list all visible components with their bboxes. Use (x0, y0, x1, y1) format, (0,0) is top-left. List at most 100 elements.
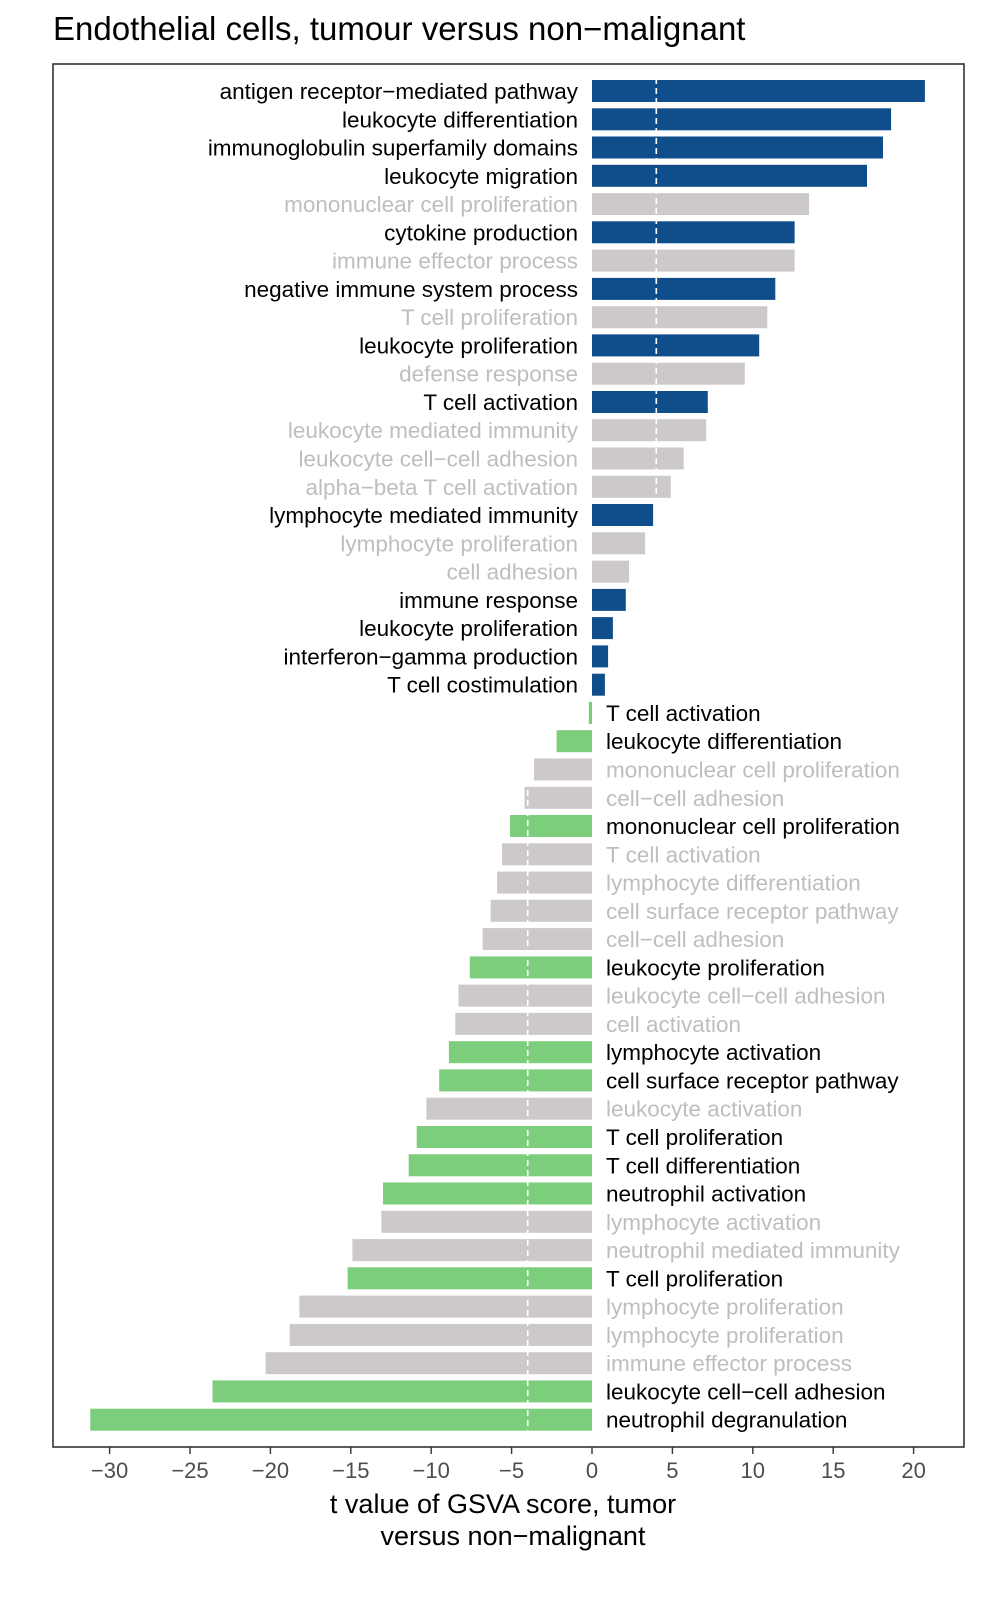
bar-label: T cell proliferation (401, 305, 578, 330)
plot-frame (52, 63, 965, 1448)
bar-label: cell activation (606, 1012, 741, 1037)
bar (592, 645, 609, 668)
bar-label: T cell activation (423, 390, 578, 415)
bar (265, 1352, 592, 1375)
bar-label: leukocyte activation (606, 1097, 802, 1122)
bar-label: mononuclear cell proliferation (606, 814, 900, 839)
bar (490, 899, 592, 922)
bar-label: leukocyte differentiation (342, 107, 578, 132)
bar (448, 1041, 592, 1064)
bar-label: immune response (399, 588, 578, 613)
bar-label: lymphocyte differentiation (606, 871, 861, 896)
bar (592, 475, 671, 498)
bar-label: cell adhesion (447, 560, 578, 585)
bar (497, 871, 592, 894)
bar (383, 1182, 592, 1205)
bar (592, 108, 892, 131)
bar-label: defense response (399, 362, 578, 387)
bar-label: lymphocyte proliferation (606, 1295, 844, 1320)
x-axis: −30 −25 −20 −15 −10 −5 0 5 10 15 20 (91, 1447, 926, 1483)
bar (352, 1239, 592, 1262)
bar-label: leukocyte proliferation (359, 616, 578, 641)
bar-label: leukocyte proliferation (606, 955, 825, 980)
bar-label: leukocyte differentiation (606, 729, 842, 754)
x-tick-label: 5 (666, 1458, 678, 1483)
bar-label: leukocyte cell−cell adhesion (606, 984, 886, 1009)
x-tick-label: 10 (741, 1458, 765, 1483)
bar-labels: antigen receptor−mediated pathway leukocy… (208, 79, 901, 1433)
bar-label: T cell proliferation (606, 1125, 783, 1150)
x-tick-label: −20 (252, 1458, 289, 1483)
bar (592, 560, 629, 583)
bar (592, 277, 776, 300)
bar (588, 701, 592, 724)
bar-label: mononuclear cell proliferation (284, 192, 578, 217)
x-tick-label: −15 (332, 1458, 369, 1483)
bar (592, 391, 708, 413)
bar (534, 758, 592, 781)
bar (592, 362, 745, 385)
bar (458, 984, 592, 1007)
bar (592, 249, 795, 272)
bar (592, 447, 684, 470)
bar (426, 1097, 592, 1120)
bar (592, 80, 925, 102)
bar-label: T cell proliferation (606, 1266, 783, 1291)
bar (408, 1154, 592, 1177)
bar (592, 334, 760, 357)
bar-label: leukocyte mediated immunity (288, 418, 579, 443)
bar (592, 588, 626, 611)
bar (592, 221, 795, 244)
x-axis-label-line-1: t value of GSVA score, tumor (330, 1489, 676, 1519)
bar-label: alpha−beta T cell activation (306, 475, 578, 500)
bar-label: immune effector process (606, 1351, 852, 1376)
bar-label: lymphocyte proliferation (340, 531, 578, 556)
bar-label: cell−cell adhesion (606, 786, 784, 811)
x-tick-label: −5 (499, 1458, 524, 1483)
bar (592, 419, 707, 442)
bar (299, 1295, 592, 1318)
bar (556, 730, 592, 753)
bar-label: lymphocyte mediated immunity (269, 503, 579, 528)
bar-label: leukocyte cell−cell adhesion (298, 447, 578, 472)
bar-label: T cell activation (606, 842, 761, 867)
bar-label: interferon−gamma production (283, 644, 578, 669)
x-tick-label: −25 (171, 1458, 208, 1483)
bar (592, 164, 867, 187)
bar-label: leukocyte cell−cell adhesion (606, 1379, 886, 1404)
bar-label: leukocyte proliferation (359, 333, 578, 358)
x-tick-label: 0 (586, 1458, 598, 1483)
bar (439, 1069, 592, 1092)
bar-label: lymphocyte proliferation (606, 1323, 844, 1348)
bar-label: neutrophil degranulation (606, 1408, 847, 1433)
bar-label: mononuclear cell proliferation (606, 758, 900, 783)
x-tick-label: 20 (901, 1458, 925, 1483)
bar-label: negative immune system process (244, 277, 578, 302)
bar-label: cell surface receptor pathway (606, 899, 899, 924)
x-tick-label: −30 (91, 1458, 128, 1483)
chart-title: Endothelial cells, tumour versus non−mal… (53, 10, 745, 47)
bar-label: T cell activation (606, 701, 761, 726)
bar (90, 1408, 593, 1431)
threshold-lines (526, 78, 658, 1433)
bar (592, 136, 883, 159)
bar (381, 1210, 592, 1233)
x-axis-label-line-2: versus non−malignant (381, 1521, 646, 1551)
bar (592, 673, 605, 696)
bar (592, 532, 646, 555)
bar-label: cytokine production (384, 220, 578, 245)
x-tick-label: −10 (413, 1458, 450, 1483)
bar-label: cell−cell adhesion (606, 927, 784, 952)
bar (455, 1012, 592, 1035)
bars-layer (90, 80, 925, 1431)
bar-label: immunoglobulin superfamily domains (208, 136, 578, 161)
bar-label: cell surface receptor pathway (606, 1068, 899, 1093)
bar (510, 815, 592, 837)
bar-label: T cell costimulation (387, 673, 578, 698)
bar-label: leukocyte migration (384, 164, 578, 189)
bar (347, 1267, 592, 1290)
bar-label: lymphocyte activation (606, 1210, 821, 1235)
bar (524, 786, 592, 809)
bar (502, 843, 592, 866)
